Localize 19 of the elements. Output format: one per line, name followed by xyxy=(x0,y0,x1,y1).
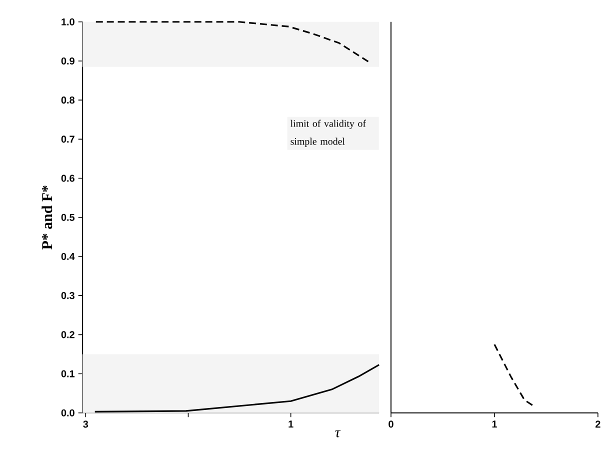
y-tick-label: 0.2 xyxy=(61,331,74,338)
x-axis-title: τ xyxy=(335,430,341,438)
y-tick-label: 0.4 xyxy=(61,253,75,260)
y-tick-label: 0.6 xyxy=(61,174,74,182)
y-tick-label: 0.1 xyxy=(61,370,75,378)
x-tick-label: 2 xyxy=(596,420,600,428)
x-tick-label: 1 xyxy=(492,420,497,428)
y-tick-label: 0.0 xyxy=(61,410,74,417)
y-tick-label: 1.0 xyxy=(62,18,74,26)
y-tick-label: 0.9 xyxy=(61,58,74,65)
y-tick-label: 0.8 xyxy=(61,96,75,104)
y-tick-label: 0.5 xyxy=(61,214,75,222)
y-tick-label: 0.3 xyxy=(61,292,74,300)
x-tick-label: 1 xyxy=(288,420,294,428)
x-tick-label: 3 xyxy=(83,420,88,428)
y-tick-label: 0.7 xyxy=(61,136,74,143)
annotation: limit of validity of simple model xyxy=(290,120,366,148)
x-tick-label: 0 xyxy=(388,420,394,428)
y-axis-title: P* and F* xyxy=(42,186,52,250)
